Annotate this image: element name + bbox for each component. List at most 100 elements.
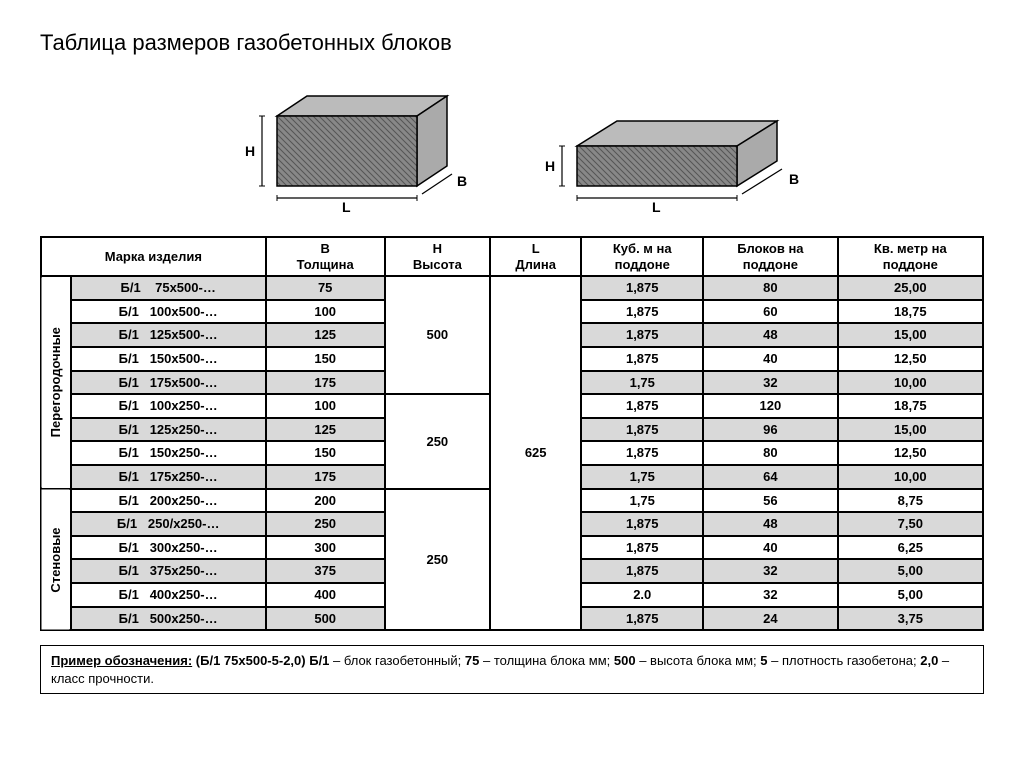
- cell-blocks: 56: [703, 489, 837, 513]
- cell-marka: Б/1 400х250-…: [71, 583, 266, 607]
- cell-m3: 1,875: [581, 607, 703, 631]
- legend-lead: Пример обозначения:: [51, 653, 192, 668]
- cell-blocks: 96: [703, 418, 837, 442]
- group-label: Стеновые: [41, 489, 71, 631]
- dimensions-table: Марка изделия B Толщина H Высота L Длина…: [40, 236, 984, 631]
- cell-b: 100: [266, 300, 385, 324]
- cell-marka: Б/1 100х500-…: [71, 300, 266, 324]
- cell-m2: 10,00: [838, 371, 983, 395]
- cell-m2: 15,00: [838, 418, 983, 442]
- cell-m3: 1,875: [581, 300, 703, 324]
- cell-m2: 3,75: [838, 607, 983, 631]
- legend-term: 75: [465, 653, 479, 668]
- cell-m3: 1,875: [581, 559, 703, 583]
- cell-l: 625: [490, 276, 581, 630]
- cell-m2: 15,00: [838, 323, 983, 347]
- group-label: Перегородочные: [41, 276, 71, 488]
- cell-marka: Б/1 150х250-…: [71, 441, 266, 465]
- cell-blocks: 80: [703, 276, 837, 300]
- cell-blocks: 32: [703, 371, 837, 395]
- col-l: L Длина: [490, 237, 581, 276]
- svg-text:L: L: [652, 199, 661, 215]
- cell-m2: 25,00: [838, 276, 983, 300]
- svg-text:H: H: [545, 158, 555, 174]
- cell-b: 400: [266, 583, 385, 607]
- cell-m3: 1,875: [581, 512, 703, 536]
- block-diagrams: H L B H L: [40, 86, 984, 216]
- cell-blocks: 48: [703, 323, 837, 347]
- cell-m3: 2.0: [581, 583, 703, 607]
- cell-marka: Б/1 125х500-…: [71, 323, 266, 347]
- cell-marka: Б/1 175х250-…: [71, 465, 266, 489]
- cell-m3: 1,875: [581, 323, 703, 347]
- cell-blocks: 24: [703, 607, 837, 631]
- cell-m3: 1,75: [581, 465, 703, 489]
- legend-term: 5: [760, 653, 767, 668]
- cell-b: 200: [266, 489, 385, 513]
- cell-h: 250: [385, 489, 490, 631]
- legend-code: (Б/1 75х500-5-2,0): [196, 653, 309, 668]
- label-b: B: [457, 173, 467, 189]
- cell-marka: Б/1 250/х250-…: [71, 512, 266, 536]
- label-l: L: [342, 199, 351, 215]
- cell-blocks: 120: [703, 394, 837, 418]
- cell-b: 300: [266, 536, 385, 560]
- cell-b: 125: [266, 323, 385, 347]
- cell-m2: 5,00: [838, 583, 983, 607]
- cell-b: 375: [266, 559, 385, 583]
- flat-block-diagram: H L B: [537, 86, 807, 216]
- svg-text:B: B: [789, 171, 799, 187]
- cell-m3: 1,875: [581, 418, 703, 442]
- col-blocks: Блоков на поддоне: [703, 237, 837, 276]
- cell-marka: Б/1 125х250-…: [71, 418, 266, 442]
- col-m3: Куб. м на поддоне: [581, 237, 703, 276]
- table-header-row: Марка изделия B Толщина H Высота L Длина…: [41, 237, 983, 276]
- cell-m3: 1,75: [581, 371, 703, 395]
- cell-m2: 8,75: [838, 489, 983, 513]
- cell-marka: Б/1 500х250-…: [71, 607, 266, 631]
- cell-marka: Б/1 100х250-…: [71, 394, 266, 418]
- cell-b: 150: [266, 441, 385, 465]
- col-marka: Марка изделия: [41, 237, 266, 276]
- cell-m3: 1,875: [581, 394, 703, 418]
- legend-term: 2,0: [920, 653, 938, 668]
- cell-m2: 18,75: [838, 300, 983, 324]
- tall-block-diagram: H L B: [217, 86, 477, 216]
- cell-b: 150: [266, 347, 385, 371]
- cell-marka: Б/1 200х250-…: [71, 489, 266, 513]
- cell-b: 250: [266, 512, 385, 536]
- cell-marka: Б/1 375х250-…: [71, 559, 266, 583]
- cell-m2: 10,00: [838, 465, 983, 489]
- cell-blocks: 60: [703, 300, 837, 324]
- cell-blocks: 32: [703, 583, 837, 607]
- cell-m2: 6,25: [838, 536, 983, 560]
- legend-term: Б/1: [309, 653, 329, 668]
- cell-m3: 1,875: [581, 536, 703, 560]
- cell-m3: 1,75: [581, 489, 703, 513]
- col-b: B Толщина: [266, 237, 385, 276]
- cell-blocks: 40: [703, 536, 837, 560]
- cell-b: 100: [266, 394, 385, 418]
- cell-marka: Б/1 75х500-…: [71, 276, 266, 300]
- cell-m2: 12,50: [838, 441, 983, 465]
- cell-blocks: 48: [703, 512, 837, 536]
- col-m2: Кв. метр на поддоне: [838, 237, 983, 276]
- cell-m2: 12,50: [838, 347, 983, 371]
- cell-m3: 1,875: [581, 276, 703, 300]
- cell-m3: 1,875: [581, 441, 703, 465]
- cell-blocks: 64: [703, 465, 837, 489]
- table-row: ПерегородочныеБ/1 75х500-…755006251,8758…: [41, 276, 983, 300]
- cell-marka: Б/1 150х500-…: [71, 347, 266, 371]
- cell-h: 250: [385, 394, 490, 488]
- cell-h: 500: [385, 276, 490, 394]
- cell-m2: 7,50: [838, 512, 983, 536]
- cell-marka: Б/1 300х250-…: [71, 536, 266, 560]
- cell-b: 175: [266, 465, 385, 489]
- label-h: H: [245, 143, 255, 159]
- legend-term: 500: [614, 653, 636, 668]
- cell-m3: 1,875: [581, 347, 703, 371]
- cell-m2: 18,75: [838, 394, 983, 418]
- cell-b: 175: [266, 371, 385, 395]
- cell-b: 125: [266, 418, 385, 442]
- cell-m2: 5,00: [838, 559, 983, 583]
